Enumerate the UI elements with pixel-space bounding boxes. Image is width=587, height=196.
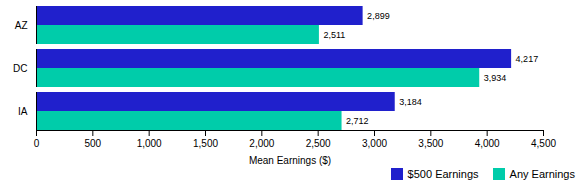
svg-text:0: 0 <box>34 138 40 149</box>
svg-text:3,000: 3,000 <box>362 138 387 149</box>
svg-text:2,500: 2,500 <box>306 138 331 149</box>
svg-text:DC: DC <box>13 63 27 74</box>
svg-text:Mean Earnings ($): Mean Earnings ($) <box>249 155 331 166</box>
svg-text:AZ: AZ <box>15 20 28 31</box>
svg-text:4,000: 4,000 <box>475 138 500 149</box>
svg-text:2,899: 2,899 <box>367 11 390 21</box>
svg-text:3,184: 3,184 <box>399 97 422 107</box>
svg-text:4,217: 4,217 <box>516 54 539 64</box>
html-text:$500 Earnings: $500 Earnings <box>407 168 479 180</box>
svg-text:IA: IA <box>18 106 28 117</box>
svg-text:2,712: 2,712 <box>346 116 369 126</box>
svg-text:4,500: 4,500 <box>531 138 556 149</box>
svg-text:1,000: 1,000 <box>137 138 162 149</box>
svg-text:2,000: 2,000 <box>249 138 274 149</box>
html-text:Any Earnings: Any Earnings <box>509 168 575 180</box>
svg-text:500: 500 <box>84 138 101 149</box>
svg-text:2,511: 2,511 <box>323 30 345 40</box>
svg-text:1,500: 1,500 <box>193 138 218 149</box>
svg-text:3,500: 3,500 <box>418 138 443 149</box>
svg-text:3,934: 3,934 <box>484 73 507 83</box>
